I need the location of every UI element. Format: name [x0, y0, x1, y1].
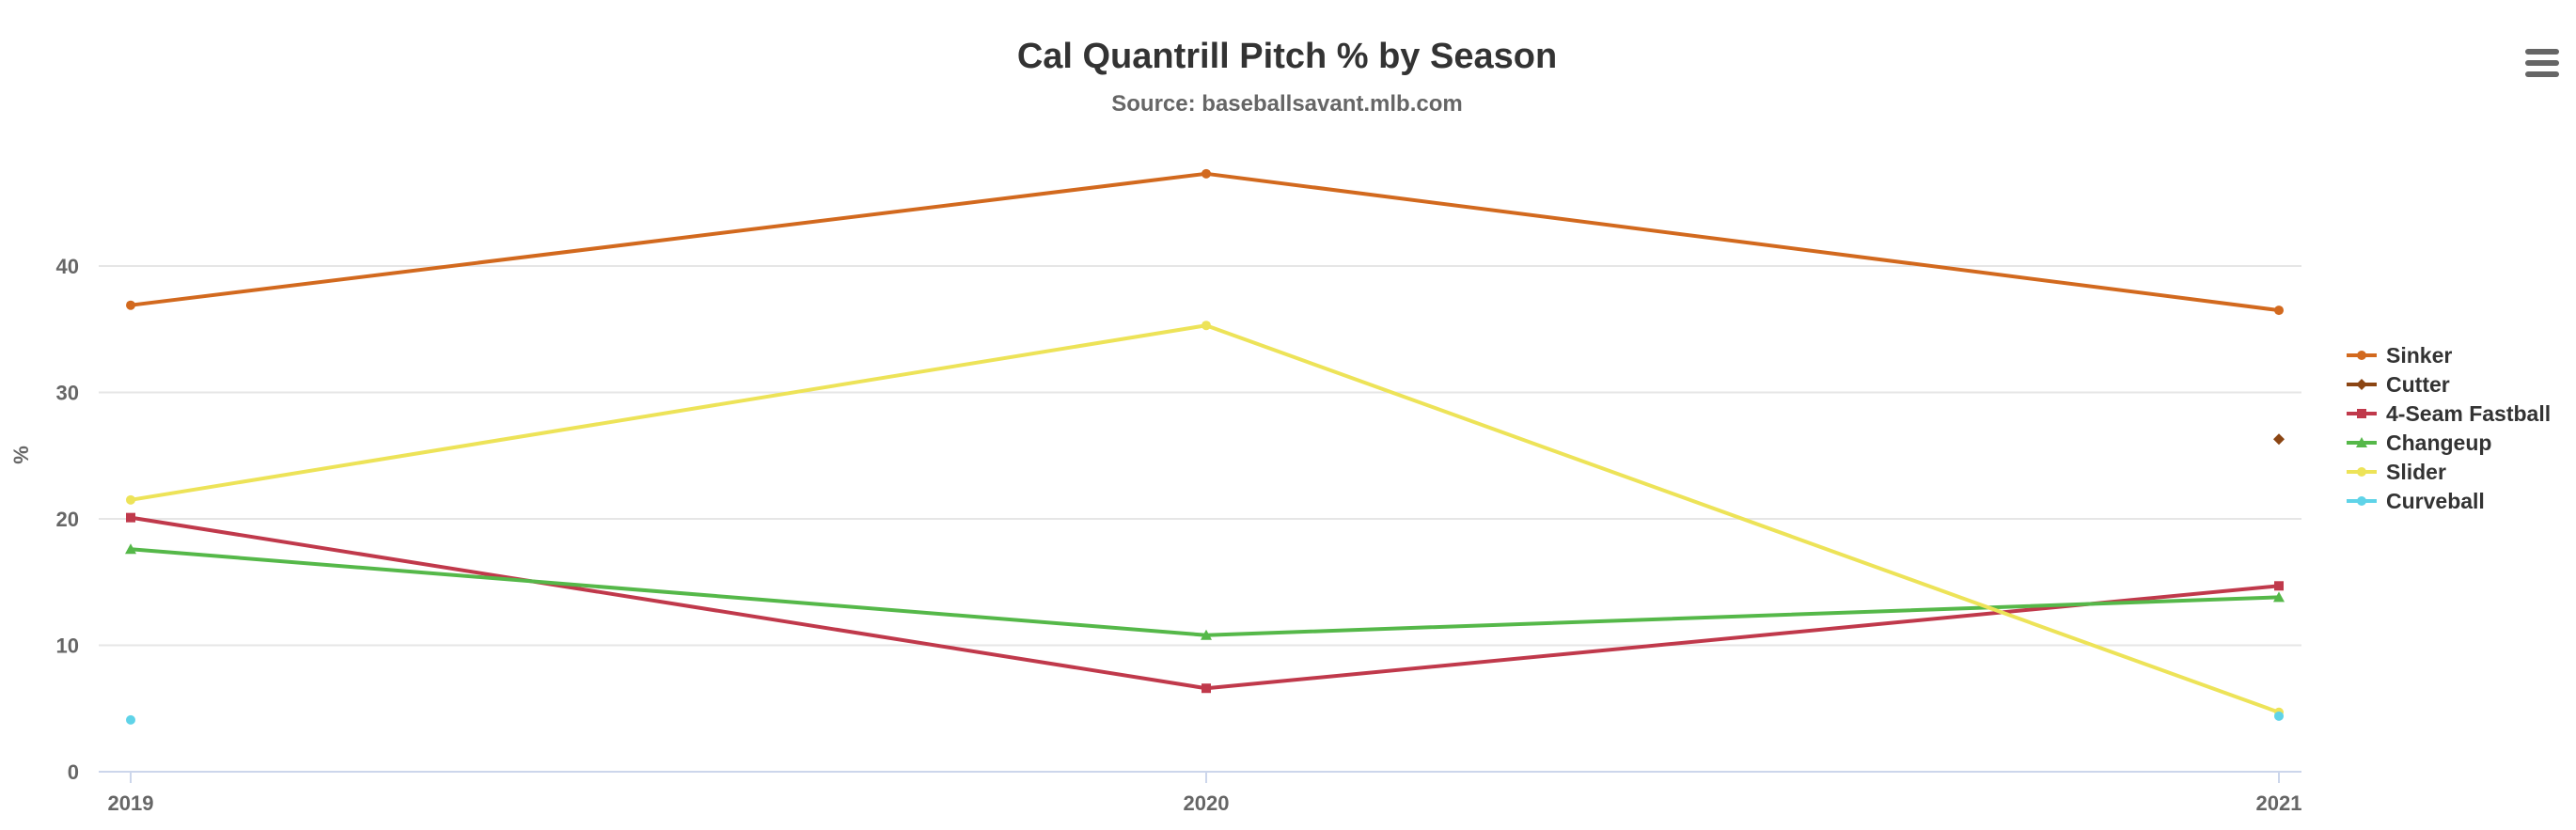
legend-item-sinker[interactable]: Sinker	[2347, 343, 2452, 368]
y-tick-label: 20	[56, 508, 79, 531]
x-tick-label: 2019	[108, 791, 154, 815]
legend: Sinker Cutter 4-Seam Fastball Changeup Slide…	[2347, 343, 2551, 513]
series-lines	[129, 171, 2281, 714]
legend-item-slider[interactable]: Slider	[2347, 460, 2446, 484]
changeup-data-point	[2273, 591, 2285, 603]
sinker-line-segment	[129, 171, 1208, 307]
sinker-line-segment	[1204, 171, 2281, 313]
curveball-data-point	[126, 714, 135, 725]
context-menu-button[interactable]	[2520, 39, 2565, 81]
y-axis-title: %	[9, 446, 33, 464]
sinker-data-point	[1202, 168, 1211, 179]
legend-item-4-seam-fastball[interactable]: 4-Seam Fastball	[2347, 401, 2551, 426]
slider-data-point	[126, 494, 135, 505]
y-tick-label: 30	[56, 382, 79, 405]
chart-subtitle: Source: baseballsavant.mlb.com	[1111, 91, 1462, 117]
changeup-data-point	[1201, 629, 1212, 640]
grid-lines	[99, 265, 2301, 647]
sinker-data-point	[2274, 305, 2284, 316]
legend-item-cutter[interactable]: Cutter	[2347, 372, 2450, 397]
y-tick-label: 10	[56, 634, 79, 658]
4-seam-fastball-data-point	[1202, 683, 1211, 694]
legend-swatch-marker	[2357, 351, 2366, 360]
sinker-data-point	[126, 300, 135, 310]
legend-swatch-marker	[2357, 409, 2366, 418]
series-markers	[125, 168, 2285, 725]
hamburger-menu-icon	[2525, 49, 2559, 55]
legend-label: 4-Seam Fastball	[2386, 401, 2551, 426]
legend-swatch-marker	[2357, 496, 2366, 506]
legend-label: Slider	[2386, 460, 2446, 484]
axes: 0 10 20 30 40 2019 2020 2021	[56, 255, 2302, 815]
legend-item-curveball[interactable]: Curveball	[2347, 489, 2485, 513]
4-seam-fastball-data-point	[2274, 581, 2284, 591]
legend-label: Cutter	[2386, 372, 2450, 397]
legend-label: Sinker	[2386, 343, 2452, 368]
slider-line-segment	[129, 323, 1208, 502]
curveball-data-point	[2274, 711, 2284, 721]
legend-swatch-marker	[2356, 379, 2367, 390]
4-seam-fastball-data-point	[126, 512, 135, 523]
slider-data-point	[1202, 321, 1211, 331]
legend-label: Changeup	[2386, 431, 2491, 455]
changeup-line-segment	[129, 547, 1208, 637]
y-tick-label: 40	[56, 255, 79, 278]
legend-label: Curveball	[2386, 489, 2485, 513]
4-seam-fastball-line-segment	[129, 515, 1208, 691]
slider-line-segment	[1204, 323, 2281, 714]
changeup-line-segment	[1204, 595, 2281, 637]
legend-swatch-marker	[2356, 437, 2367, 447]
chart-title: Cal Quantrill Pitch % by Season	[1017, 37, 1557, 76]
legend-item-changeup[interactable]: Changeup	[2347, 431, 2491, 455]
cutter-data-point	[2273, 433, 2285, 446]
legend-swatch-marker	[2357, 467, 2366, 477]
x-tick-label: 2020	[1184, 791, 1230, 815]
changeup-data-point	[125, 543, 136, 555]
y-tick-label: 0	[68, 760, 79, 784]
x-tick-label: 2021	[2256, 791, 2302, 815]
